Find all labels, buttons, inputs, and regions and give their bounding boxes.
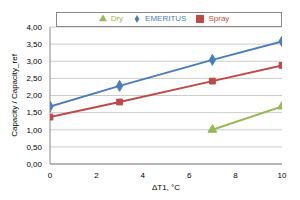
svg-text:1,50: 1,50 [26, 108, 42, 117]
svg-text:0,00: 0,00 [26, 160, 42, 169]
svg-text:1,00: 1,00 [26, 126, 42, 135]
svg-text:3,00: 3,00 [26, 57, 42, 66]
svg-text:0: 0 [48, 171, 53, 180]
svg-text:2: 2 [94, 171, 99, 180]
svg-text:3,50: 3,50 [26, 40, 42, 49]
svg-text:6: 6 [187, 171, 192, 180]
svg-text:4,00: 4,00 [26, 23, 42, 32]
svg-text:4: 4 [141, 171, 146, 180]
html-text:EMERITUS: EMERITUS [145, 14, 187, 23]
svg-text:Capacity / Capacity_ref: Capacity / Capacity_ref [10, 53, 19, 136]
html-text:Spray: Spray [208, 14, 230, 23]
svg-text:10: 10 [278, 171, 287, 180]
svg-text:ΔT1, °C: ΔT1, °C [152, 183, 180, 192]
svg-text:8: 8 [233, 171, 238, 180]
html-text:Dry: Dry [110, 14, 124, 23]
svg-text:2,50: 2,50 [26, 74, 42, 83]
svg-text:0,50: 0,50 [26, 143, 42, 152]
svg-text:2,00: 2,00 [26, 91, 42, 100]
